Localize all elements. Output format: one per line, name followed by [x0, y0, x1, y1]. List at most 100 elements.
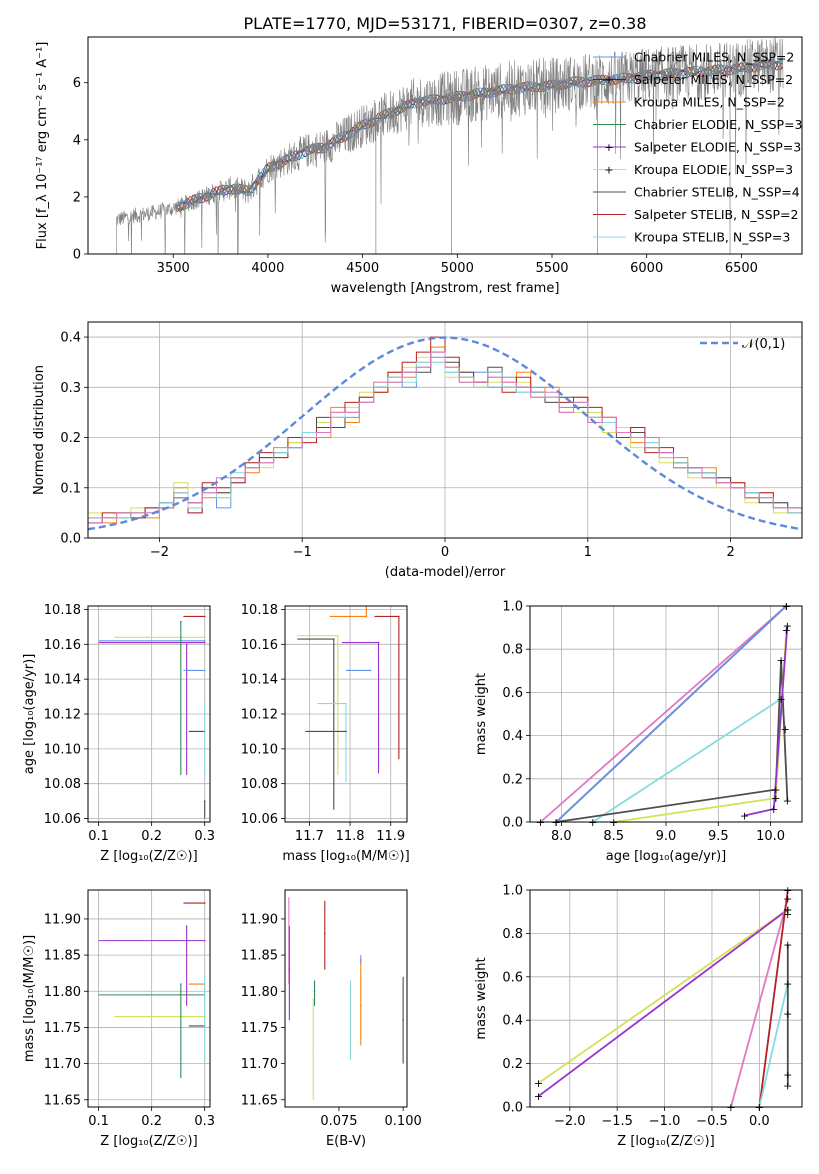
- plot-area: [116, 37, 784, 254]
- mass-weight-marker: +: [783, 619, 792, 632]
- x-tick-label: −2: [150, 545, 169, 560]
- y-tick-label: 11.80: [241, 985, 278, 1000]
- legend-entry: Kroupa ELODIE, N_SSP=3: [634, 162, 793, 177]
- mass-weight-marker: +: [536, 816, 545, 829]
- x-tick-label: 11.9: [376, 829, 405, 844]
- y-tick-label: 0.6: [502, 686, 523, 701]
- data-point: [203, 615, 206, 618]
- mass-weight-line: [555, 606, 787, 822]
- spectrum-panel: 3500 4000 4500 5000 5500 6000 6500 0 2 4 6 waveleng…: [35, 36, 803, 296]
- legend-entry: Chabrier MILES, N_SSP=2: [634, 50, 794, 65]
- legend-entry: Kroupa MILES, N_SSP=2: [634, 95, 785, 110]
- legend-entry: Salpeter ELODIE, N_SSP=3: [634, 140, 801, 155]
- mass-weight-marker: +: [609, 816, 618, 829]
- data-point: [313, 990, 316, 993]
- x-tick-label: 4000: [251, 261, 284, 276]
- mass-weight-marker: +: [783, 1068, 792, 1081]
- legend-marker: +: [604, 141, 613, 154]
- data-point: [345, 702, 347, 705]
- x-axis-label: (data-model)/error: [385, 565, 506, 580]
- normal-distribution-curve: [88, 336, 802, 531]
- y-tick-label: 11.65: [44, 1093, 81, 1108]
- plot-area: [537, 890, 789, 1107]
- y-tick-label: 1.0: [502, 600, 523, 615]
- y-tick-label: 2: [73, 190, 81, 205]
- axes-frame: [529, 605, 803, 823]
- x-tick-label: −1: [293, 545, 312, 560]
- data-point: [312, 1048, 315, 1050]
- axes-frame: [87, 605, 211, 823]
- x-axis-label: E(B-V): [326, 1134, 366, 1149]
- data-point: [359, 1004, 362, 1007]
- x-axis-label: Z [log₁₀(Z/Z☉)]: [100, 1134, 197, 1149]
- y-tick-label: 11.75: [44, 1021, 81, 1036]
- axes-frame: [87, 321, 803, 539]
- x-tick-label: 1: [584, 545, 592, 560]
- mass-weight-marker: +: [781, 723, 790, 736]
- data-point: [203, 976, 206, 978]
- mass-weight-line: [537, 907, 789, 1084]
- axes-frame: [87, 889, 211, 1108]
- mass-weight-marker: +: [771, 784, 780, 797]
- data-point: [185, 643, 188, 646]
- y-tick-label: 0.1: [60, 481, 81, 496]
- y-tick-label: 10.06: [241, 812, 278, 827]
- x-tick-label: 0.075: [320, 1114, 357, 1129]
- y-tick-label: 10.14: [44, 673, 81, 688]
- y-tick-label: 0.0: [60, 532, 81, 547]
- y-tick-label: 0: [73, 248, 81, 263]
- mass-weight-marker: +: [783, 904, 792, 917]
- data-point: [369, 669, 372, 672]
- mass-weight-marker: +: [726, 1101, 735, 1114]
- plot-area: [297, 606, 400, 810]
- legend-entry: Chabrier ELODIE, N_SSP=3: [634, 117, 803, 132]
- mass-weight-marker: +: [776, 693, 785, 706]
- observed-spectrum-line: [116, 37, 784, 254]
- plot-area: [288, 897, 404, 1100]
- data-point: [337, 634, 339, 637]
- y-tick-label: 11.85: [44, 949, 81, 964]
- y-tick-label: 0.2: [60, 431, 81, 446]
- axes-frame: [529, 889, 803, 1108]
- age-vs-mass-panel: 11.7 11.8 11.9 10.06 10.08 10.10 10.12 10.14 10.…: [241, 603, 410, 864]
- y-tick-label: 11.70: [241, 1057, 278, 1072]
- mass-weight-line: [613, 629, 788, 822]
- y-tick-label: 10.08: [44, 777, 81, 792]
- x-tick-label: 0.3: [194, 829, 215, 844]
- mass-weight-marker: +: [755, 1101, 764, 1114]
- y-tick-label: 10.14: [241, 673, 278, 688]
- data-point: [359, 961, 362, 964]
- x-tick-label: 6000: [630, 261, 663, 276]
- mass-weight-marker: +: [782, 600, 791, 613]
- residuals-panel: −2 −1 0 1 2 0.0 0.1 0.2 0.3 0.4 (data-model)/error…: [32, 321, 803, 580]
- data-point: [203, 636, 206, 639]
- x-tick-label: 11.7: [295, 829, 324, 844]
- x-tick-label: −1.5: [601, 1114, 633, 1129]
- y-tick-label: 10.16: [241, 638, 278, 653]
- x-tick-label: 0.100: [385, 1114, 422, 1129]
- y-tick-label: 0.2: [502, 772, 523, 787]
- y-tick-label: 6: [73, 76, 81, 91]
- y-tick-label: 11.65: [241, 1093, 278, 1108]
- x-tick-label: 11.8: [336, 829, 365, 844]
- legend-marker: +: [604, 74, 613, 87]
- age-vs-metallicity-panel: 0.1 0.2 0.3 10.06 10.08 10.10 10.12 10.14 10.16 1…: [22, 603, 215, 864]
- data-point: [185, 925, 188, 927]
- y-tick-label: 10.18: [241, 603, 278, 618]
- x-tick-label: −0.5: [696, 1114, 728, 1129]
- axes-frame: [284, 605, 408, 823]
- x-axis-label: wavelength [Angstrom, rest frame]: [331, 281, 560, 296]
- mass-weight-line: [730, 898, 789, 1107]
- x-tick-label: 2: [726, 545, 734, 560]
- data-point: [203, 800, 206, 802]
- y-axis-label: mass [log₁₀(M/M☉)]: [22, 935, 37, 1062]
- data-point: [324, 932, 326, 935]
- y-tick-label: 0.0: [502, 816, 523, 831]
- y-tick-label: 10.06: [44, 812, 81, 827]
- mass-weight-marker: +: [783, 904, 792, 917]
- spectrum-legend: Chabrier MILES, N_SSP=2 + Salpeter MILES, …: [593, 50, 803, 245]
- legend-entry: 𝒩(0,1): [742, 337, 785, 352]
- y-tick-label: 0.0: [502, 1101, 523, 1116]
- mass-weight-vs-age-panel: 8.0 8.5 9.0 9.5 10.0 0.0 0.2 0.4 0.6 0.8 1.0 age [l…: [474, 600, 803, 864]
- x-tick-label: 9.0: [656, 829, 677, 844]
